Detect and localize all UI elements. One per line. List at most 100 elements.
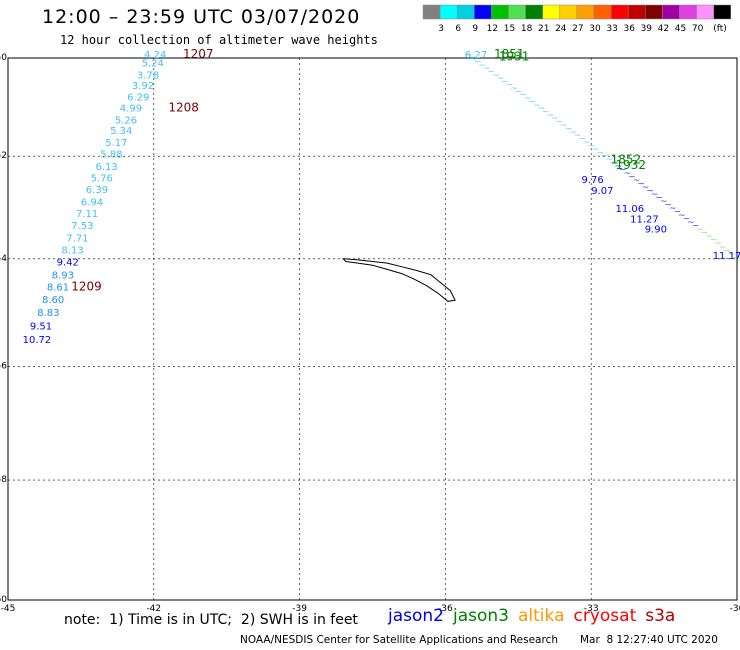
scale-swatch — [491, 4, 509, 20]
swh-label: 5.76 — [91, 173, 113, 184]
scale-tick-label: 3 — [438, 24, 444, 34]
scale-tick-label: 9 — [472, 24, 478, 34]
track-texture-mark: ~ — [701, 229, 709, 239]
satellite-legend: jason2 jason3 altika cryosat s3a — [388, 606, 684, 626]
track-texture-mark: ~ — [515, 87, 523, 97]
scale-swatch — [474, 4, 492, 20]
scale-swatch — [542, 4, 561, 20]
swh-label: 7.71 — [66, 234, 88, 245]
latitude-label: -56 — [0, 362, 7, 372]
track-texture-mark: ~ — [592, 145, 600, 155]
swh-label: 5.24 — [142, 59, 164, 70]
swh-label: 4.99 — [120, 104, 142, 115]
satellite-jason3: jason3 — [453, 606, 509, 626]
pass-time-label: 1932 — [616, 158, 647, 172]
track-texture-mark: ~ — [642, 183, 650, 193]
track-texture-mark: ~ — [615, 162, 623, 172]
scale-tick-label: 18 — [521, 24, 533, 34]
swh-label: 6.29 — [127, 93, 149, 104]
track-texture-mark: ~ — [669, 204, 677, 214]
scale-swatch — [593, 4, 612, 20]
pass-time-label: 1851 — [494, 47, 525, 61]
track-texture-mark: ~ — [683, 214, 691, 224]
satellite-jason2: jason2 — [388, 606, 444, 626]
track-texture-mark: ~ — [492, 71, 500, 81]
longitude-label: -42 — [146, 604, 161, 614]
swh-label: 5.26 — [115, 115, 137, 126]
track-texture-mark: ~ — [524, 94, 532, 104]
footer-timestamp: Mar 8 12:27:40 UTC 2020 — [580, 634, 718, 646]
track-texture-mark: ~ — [637, 179, 645, 189]
longitude-label: -45 — [1, 604, 16, 614]
lat-lon-grid: -50 -52 -54 -56 -58 -60-45 -42 -39 -36 -33 -30 — [0, 53, 740, 614]
track-texture-mark: ~ — [537, 104, 545, 114]
track-texture-mark: ~ — [574, 131, 582, 141]
track-texture-mark: ~ — [714, 239, 722, 249]
track-texture-mark: ~ — [692, 221, 700, 231]
legend-note: note: 1) Time is in UTC; 2) SWH is in fe… — [64, 612, 358, 628]
latitude-label: -60 — [0, 595, 7, 605]
track-texture-mark: ~ — [651, 190, 659, 200]
scale-swatch — [610, 4, 629, 20]
track-texture-mark: ~ — [501, 77, 509, 87]
track-texture-mark: ~ — [578, 135, 586, 145]
scale-swatch — [576, 4, 595, 20]
swh-label: 8.61 — [47, 283, 69, 294]
scale-swatch — [627, 4, 646, 20]
scale-swatch — [713, 4, 732, 20]
scale-tick-label: 21 — [538, 24, 549, 34]
track-texture-mark: ~ — [465, 51, 473, 61]
track-texture-mark: ~ — [723, 246, 731, 256]
swh-label: 8.60 — [42, 295, 64, 306]
track-texture-mark: ~ — [601, 152, 609, 162]
map-subtitle: 12 hour collection of altimeter wave hei… — [60, 33, 378, 47]
swh-label: 10.72 — [23, 335, 52, 346]
track-texture-mark: ~ — [696, 225, 704, 235]
track-texture-mark: ~ — [633, 176, 641, 186]
scale-swatch — [508, 4, 526, 20]
scale-tick-label: 39 — [641, 24, 653, 34]
track-texture-mark: ~ — [510, 84, 518, 94]
map-title: 12:00 – 23:59 UTC 03/07/2020 — [42, 6, 361, 28]
track-texture-mark: ~ — [646, 186, 654, 196]
track-texture-mark: ~ — [624, 169, 632, 179]
track-texture-mark: ~ — [560, 121, 568, 131]
track-texture-mark: ~ — [660, 197, 668, 207]
swh-label: 6.13 — [96, 162, 118, 173]
scale-swatch — [559, 4, 578, 20]
swh-label: 9.42 — [57, 258, 79, 269]
track-texture-mark: ~ — [606, 155, 614, 165]
scale-swatch — [645, 4, 663, 20]
track-texture-mark: ~ — [610, 159, 618, 169]
track-texture-mark: ~ — [506, 81, 514, 91]
footer-credit: NOAA/NESDIS Center for Satellite Applica… — [240, 634, 558, 646]
track-texture-mark: ~ — [687, 218, 695, 228]
scale-swatch — [422, 4, 441, 20]
track-texture-mark: ~ — [519, 91, 527, 101]
track-texture-mark: ~ — [733, 254, 740, 264]
pass-time-label: 1931 — [499, 49, 530, 63]
swh-label: 3.78 — [137, 70, 159, 81]
track-texture-mark: ~ — [664, 200, 672, 210]
scale-tick-label: 12 — [487, 24, 498, 34]
track-texture-mark: ~ — [705, 232, 713, 242]
track-texture-mark: ~ — [497, 74, 505, 84]
track-texture-mark: ~ — [565, 124, 573, 134]
swh-label: 9.90 — [645, 225, 667, 236]
scale-tick-label: 45 — [675, 24, 686, 34]
scale-tick-label: 30 — [589, 24, 601, 34]
swh-label: 8.13 — [62, 246, 84, 257]
scale-tick-label: 24 — [555, 24, 567, 34]
swh-label: 8.83 — [37, 308, 59, 319]
track-texture-mark: ~ — [655, 193, 663, 203]
satellite-cryosat: cryosat — [573, 606, 637, 626]
swh-label: 9.07 — [591, 186, 613, 197]
track-texture-mark: ~ — [488, 68, 496, 78]
scale-tick-label: 42 — [658, 24, 669, 34]
swh-label: 5.34 — [110, 126, 132, 137]
track-texture-mark: ~ — [547, 111, 555, 121]
track-texture-mark: ~ — [478, 61, 486, 71]
scale-swatch — [696, 4, 714, 20]
track-texture-mark: ~ — [556, 118, 564, 128]
altimeter-marks: ~~~~~~~~~~~~~~~~~~~~~~~~~~~~~~~~~~~~~~~~… — [23, 47, 740, 346]
